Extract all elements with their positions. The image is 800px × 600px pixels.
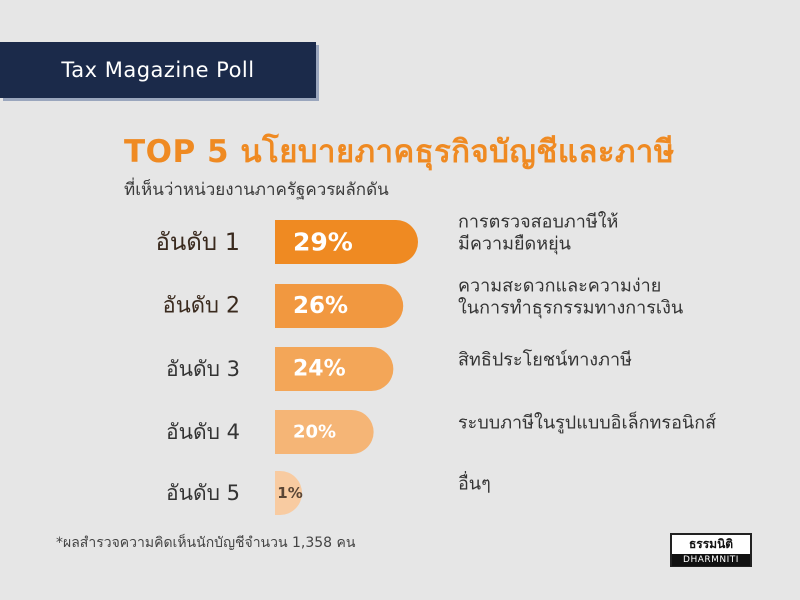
bar — [275, 220, 418, 264]
policy-description: ความสะดวกและความง่าย — [458, 276, 661, 297]
policy-description: ในการทำธุรกรรมทางการเงิน — [458, 297, 683, 319]
bar-value-label: 1% — [277, 484, 302, 502]
policy-description: สิทธิประโยชน์ทางภาษี — [458, 349, 632, 371]
logo-thai-text: ธรรมนิติ — [688, 537, 734, 551]
bar-value-label: 26% — [293, 293, 348, 319]
rank-label: อันดับ 4 — [166, 420, 240, 444]
bar — [275, 284, 404, 328]
survey-footnote: *ผลสำรวจความคิดเห็นนักบัญชีจำนวน 1,358 ค… — [56, 535, 356, 551]
bar-value-label: 20% — [293, 422, 336, 443]
policy-description: อื่นๆ — [458, 471, 491, 495]
poll-banner: Tax Magazine Poll — [0, 42, 316, 98]
poll-banner-label: Tax Magazine Poll — [61, 58, 255, 82]
bar — [275, 410, 374, 454]
bar-value-label: 29% — [293, 228, 353, 257]
policy-description: การตรวจสอบภาษีให้ — [458, 211, 618, 233]
logo-english-text: DHARMNITI — [672, 554, 750, 566]
bar — [275, 471, 302, 515]
rank-label: อันดับ 5 — [166, 481, 240, 505]
policy-description: ระบบภาษีในรูปแบบอิเล็กทรอนิกส์ — [458, 411, 716, 434]
chart-subtitle: ที่เห็นว่าหน่วยงานภาครัฐควรผลักดัน — [124, 180, 389, 200]
rank-label: อันดับ 3 — [166, 357, 240, 381]
rank-label: อันดับ 2 — [163, 294, 241, 319]
chart-title: TOP 5 นโยบายภาคธุรกิจบัญชีและภาษี — [124, 134, 675, 170]
dharmniti-logo: ธรรมนิติ DHARMNITI — [670, 533, 752, 567]
bar — [275, 347, 394, 391]
policy-description: มีความยืดหยุ่น — [458, 234, 571, 255]
bar-value-label: 24% — [293, 357, 346, 382]
rank-label: อันดับ 1 — [155, 228, 240, 256]
